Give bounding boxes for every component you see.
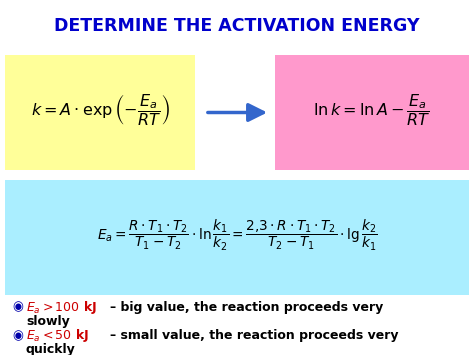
Text: DETERMINE THE ACTIVATION ENERGY: DETERMINE THE ACTIVATION ENERGY: [54, 17, 420, 35]
Text: $E_a = \dfrac{R \cdot T_1 \cdot T_2}{T_1 - T_2} \cdot \ln\dfrac{k_1}{k_2} = \dfr: $E_a = \dfrac{R \cdot T_1 \cdot T_2}{T_1…: [97, 218, 377, 253]
FancyBboxPatch shape: [5, 180, 469, 295]
Text: ◉: ◉: [12, 329, 23, 343]
Text: – big value, the reaction proceeds very: – big value, the reaction proceeds very: [110, 300, 383, 313]
Text: $k = A \cdot \exp\left(-\dfrac{E_a}{RT}\right)$: $k = A \cdot \exp\left(-\dfrac{E_a}{RT}\…: [30, 93, 170, 129]
Text: $E_a < 50$ kJ: $E_a < 50$ kJ: [26, 328, 89, 344]
Text: quickly: quickly: [26, 344, 76, 355]
Text: $\ln k = \ln A - \dfrac{E_a}{RT}$: $\ln k = \ln A - \dfrac{E_a}{RT}$: [313, 93, 431, 129]
FancyBboxPatch shape: [275, 55, 469, 170]
Text: ◉: ◉: [12, 300, 23, 313]
FancyBboxPatch shape: [5, 55, 195, 170]
Text: $E_a > 100$ kJ: $E_a > 100$ kJ: [26, 299, 97, 316]
Text: – small value, the reaction proceeds very: – small value, the reaction proceeds ver…: [110, 329, 399, 343]
Text: slowly: slowly: [26, 316, 70, 328]
